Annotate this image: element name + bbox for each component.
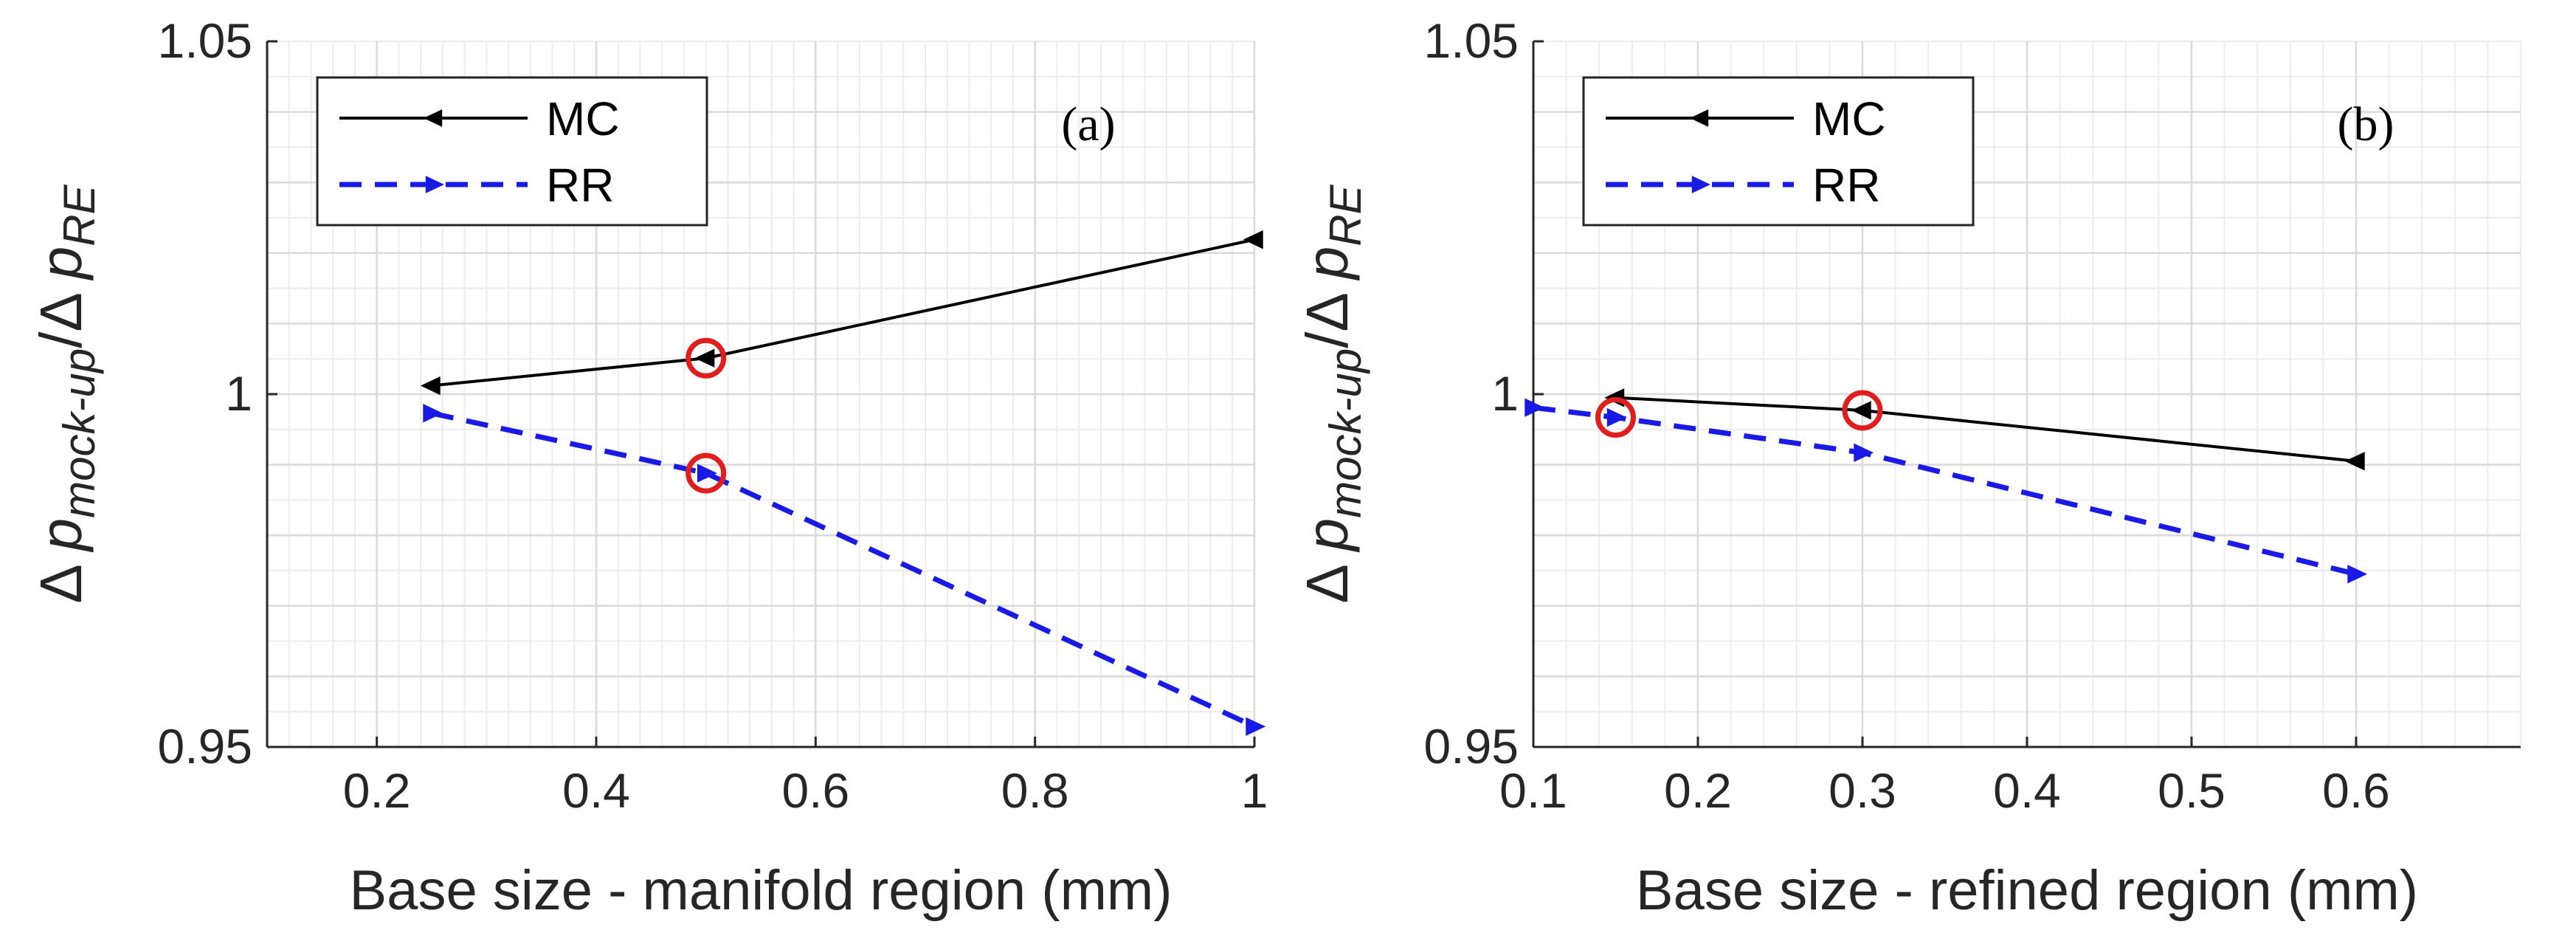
- x-tick-label: 0.2: [343, 763, 411, 818]
- x-tick-label: 1: [1241, 763, 1268, 818]
- legend: MC RR: [1582, 76, 1975, 227]
- highlight-circle: [686, 337, 727, 379]
- data-point-mc: [1851, 401, 1871, 420]
- data-point-rr: [1854, 443, 1874, 463]
- highlight-circle: [1842, 390, 1883, 431]
- legend-marker-rr: [425, 176, 444, 193]
- data-point-rr: [423, 404, 443, 423]
- y-axis-label-part: p: [28, 518, 94, 553]
- y-axis-label: Δ pmock-up/Δ pRE: [28, 184, 104, 603]
- x-tick-label: 0.6: [781, 763, 849, 818]
- y-axis-label-part: p: [28, 247, 94, 281]
- y-tick-label: 1.05: [158, 13, 252, 68]
- y-axis-label-part: /Δ: [28, 279, 94, 348]
- y-axis-label-part: mock-up: [1321, 348, 1370, 518]
- x-tick-label: 0.8: [1001, 763, 1069, 818]
- legend-label-rr: RR: [1812, 159, 1880, 212]
- data-point-rr: [1524, 398, 1545, 417]
- data-point-mc: [1243, 230, 1263, 249]
- y-axis-label-part: /Δ: [1294, 279, 1360, 348]
- y-axis-label-part: p: [1294, 247, 1360, 281]
- x-tick-label: 0.1: [1499, 763, 1567, 818]
- legend-label-rr: RR: [546, 159, 614, 212]
- panel-a-chart: 0.2 0.4 0.6 0.8 1 0.95 1 1.05 Base size - manifo…: [28, 13, 1268, 922]
- legend: MC RR: [316, 76, 708, 227]
- legend-label-mc: MC: [1812, 92, 1886, 145]
- x-axis-label: Base size - manifold region (mm): [349, 859, 1172, 922]
- highlight-circle: [686, 452, 727, 494]
- panel-label: (a): [1061, 97, 1115, 151]
- x-tick-label: 0.4: [1993, 763, 2061, 818]
- series-line-rr: [1533, 404, 2357, 577]
- panel-b-chart: 0.1 0.2 0.3 0.4 0.5 0.6 0.95 1 1.05 Base size - r…: [1294, 13, 2521, 922]
- legend-marker-mc: [1690, 109, 1709, 127]
- x-tick-label: 0.2: [1664, 763, 1732, 818]
- data-point-rr: [1606, 407, 1627, 427]
- y-axis-label-part: p: [1294, 518, 1360, 553]
- y-tick-label: 0.95: [1424, 719, 1519, 774]
- y-axis-label-part: mock-up: [55, 348, 104, 518]
- data-point-mc: [694, 348, 715, 368]
- y-tick-label: 1: [1491, 366, 1519, 421]
- data-point-mc: [2344, 452, 2365, 471]
- y-axis-label: Δ pmock-up/Δ pRE: [1294, 184, 1370, 603]
- x-tick-label: 0.5: [2158, 763, 2225, 818]
- y-tick-label: 1.05: [1424, 13, 1519, 68]
- x-tick-label: 0.4: [562, 763, 630, 818]
- data-point-rr: [697, 464, 717, 483]
- highlight-circle: [1595, 397, 1636, 438]
- legend-box: [316, 76, 708, 227]
- panel-label: (b): [2338, 97, 2394, 151]
- y-axis-label-part: Δ: [1294, 551, 1360, 603]
- legend-box: [1582, 76, 1975, 227]
- series-line-rr: [431, 410, 1256, 729]
- y-tick-label: 1: [225, 366, 252, 421]
- y-axis-label-part: RE: [55, 184, 104, 246]
- data-point-rr: [2347, 565, 2368, 584]
- data-point-mc: [420, 376, 441, 396]
- y-axis-label-part: RE: [1321, 184, 1370, 246]
- data-point-rr: [1246, 717, 1266, 736]
- legend-label-mc: MC: [546, 92, 620, 145]
- x-tick-label: 0.3: [1829, 763, 1896, 818]
- x-tick-label: 0.6: [2322, 763, 2390, 818]
- x-axis-label: Base size - refined region (mm): [1636, 859, 2418, 922]
- legend-marker-mc: [424, 109, 443, 127]
- y-axis-label-part: Δ: [28, 551, 94, 603]
- y-tick-label: 0.95: [158, 719, 252, 774]
- legend-marker-rr: [1691, 176, 1710, 193]
